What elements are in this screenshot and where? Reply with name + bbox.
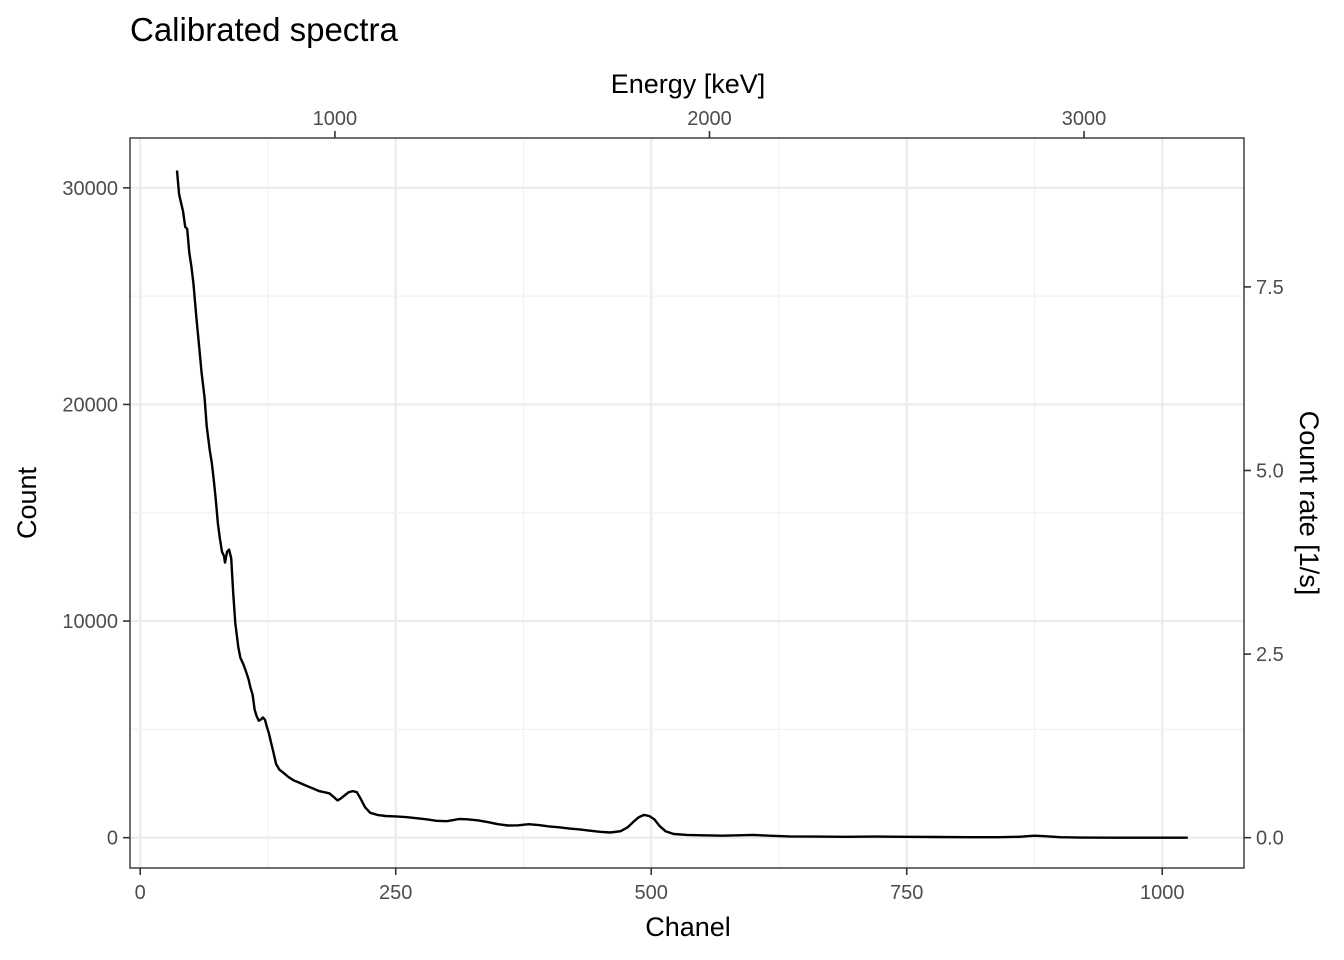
- top-tick-label: 3000: [1062, 108, 1107, 130]
- y-axis-title: Count: [12, 466, 42, 539]
- x-tick-label: 1000: [1140, 882, 1185, 904]
- top-axis-title: Energy [keV]: [611, 69, 766, 99]
- chart-title: Calibrated spectra: [130, 11, 398, 48]
- spectrum-line: [175, 170, 1188, 839]
- y-tick-label: 20000: [62, 394, 118, 416]
- panel-border: [129, 137, 1245, 869]
- right-tick-label: 7.5: [1256, 277, 1284, 299]
- right-tick-label: 2.5: [1256, 644, 1284, 666]
- grid: [130, 138, 1244, 868]
- x-tick-label: 0: [135, 882, 146, 904]
- y-tick-label: 10000: [62, 611, 118, 633]
- right-axis-title: Count rate [1/s]: [1294, 411, 1324, 596]
- top-tick-label: 1000: [313, 108, 358, 130]
- x-tick-label: 500: [635, 882, 668, 904]
- top-tick-label: 2000: [687, 108, 732, 130]
- y-tick-label: 30000: [62, 178, 118, 200]
- y-tick-label: 0: [107, 828, 118, 850]
- right-tick-label: 0.0: [1256, 828, 1284, 850]
- x-tick-label: 250: [379, 882, 412, 904]
- right-tick-label: 5.0: [1256, 461, 1284, 483]
- series-layer: [175, 170, 1188, 839]
- x-tick-label: 750: [890, 882, 923, 904]
- x-axis-title: Chanel: [645, 912, 731, 942]
